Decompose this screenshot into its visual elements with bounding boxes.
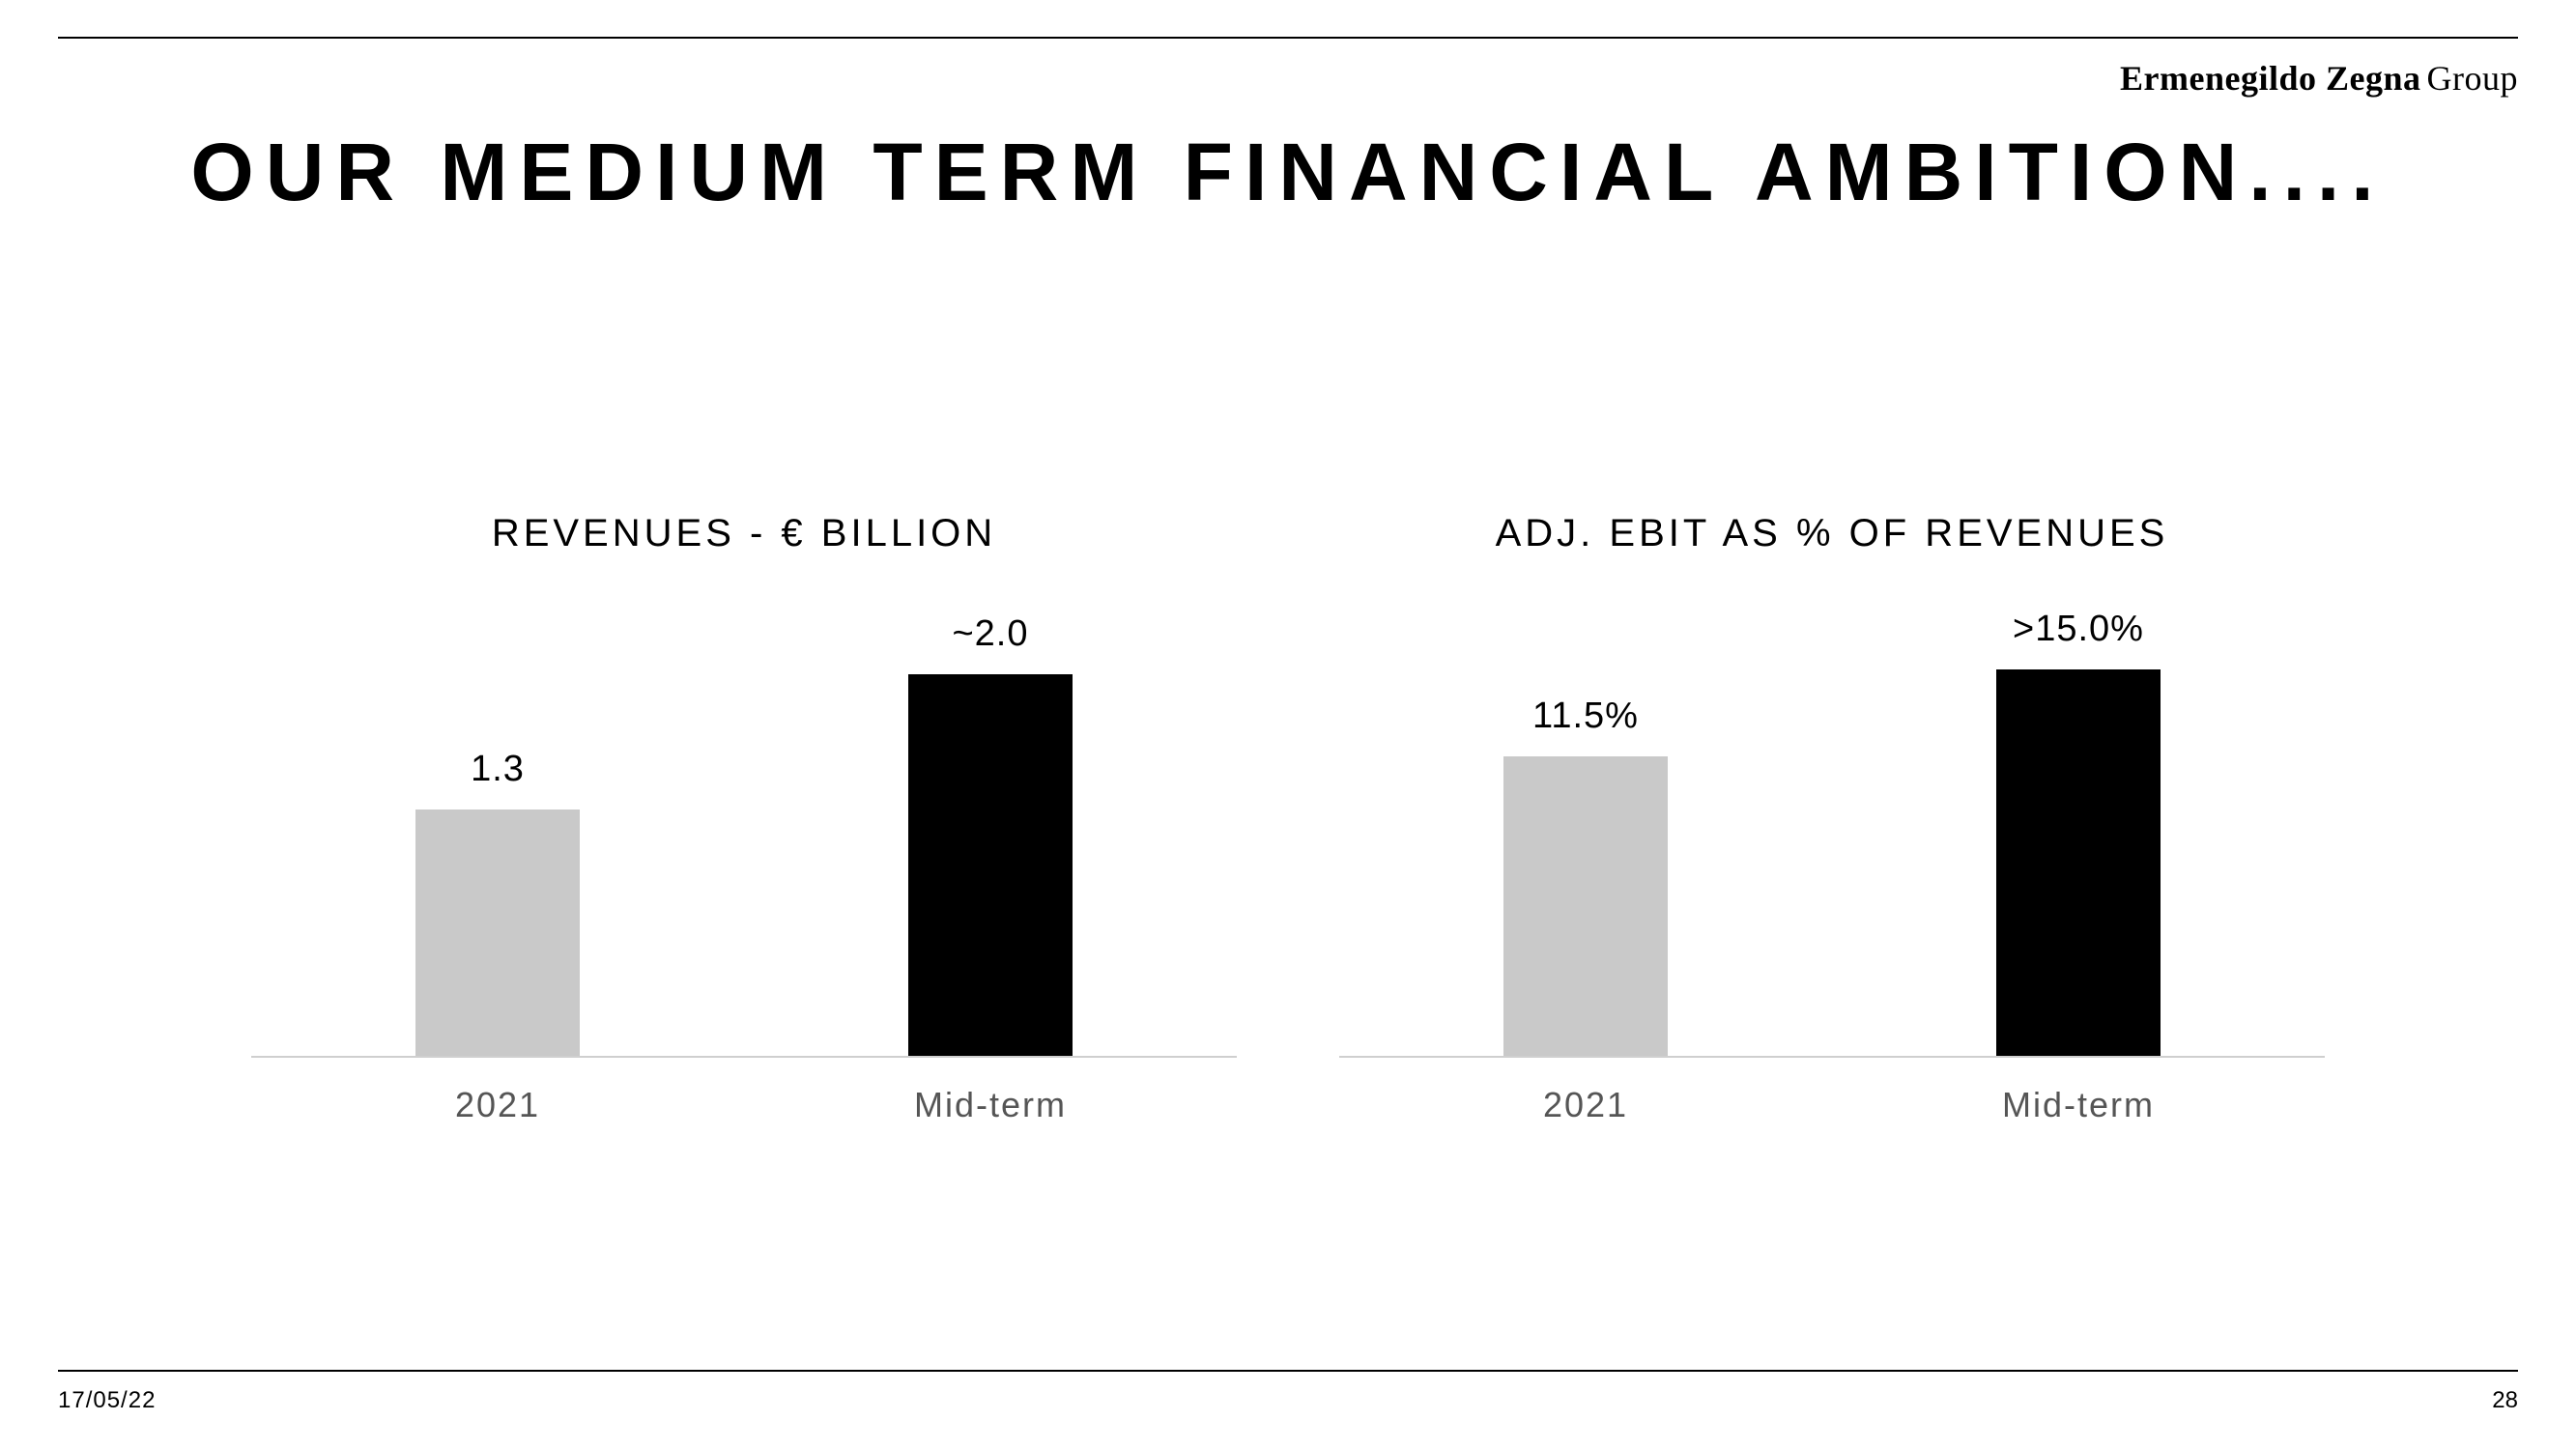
- footer-date: 17/05/22: [58, 1387, 156, 1414]
- brand-logo: Ermenegildo ZegnaGroup: [2120, 58, 2518, 99]
- bar-value-label: 11.5%: [1532, 696, 1639, 737]
- revenues-chart-title: REVENUES - € BILLION: [251, 512, 1237, 555]
- footer-page-number: 28: [2492, 1387, 2518, 1414]
- brand-bold: Ermenegildo Zegna: [2120, 59, 2421, 98]
- ebit-chart-title: ADJ. EBIT AS % OF REVENUES: [1339, 512, 2325, 555]
- axis-label: Mid-term: [908, 1085, 1073, 1125]
- bar-group: >15.0%: [1996, 609, 2161, 1056]
- bar-group: 11.5%: [1503, 696, 1668, 1056]
- bar-midterm: [908, 674, 1073, 1056]
- axis-label: 2021: [1503, 1085, 1668, 1125]
- charts-row: REVENUES - € BILLION 1.3 ~2.0 2021 Mid-t…: [251, 512, 2325, 1125]
- bar-group: ~2.0: [908, 613, 1073, 1056]
- ebit-chart: ADJ. EBIT AS % OF REVENUES 11.5% >15.0% …: [1339, 512, 2325, 1125]
- axis-label: 2021: [415, 1085, 580, 1125]
- ebit-plot: 11.5% >15.0%: [1339, 671, 2325, 1058]
- bar-value-label: 1.3: [471, 749, 525, 790]
- bottom-rule: [58, 1370, 2518, 1372]
- revenues-chart: REVENUES - € BILLION 1.3 ~2.0 2021 Mid-t…: [251, 512, 1237, 1125]
- revenues-axis: 2021 Mid-term: [251, 1085, 1237, 1125]
- slide: Ermenegildo ZegnaGroup OUR MEDIUM TERM F…: [0, 0, 2576, 1449]
- bar-2021: [415, 810, 580, 1056]
- brand-light: Group: [2427, 59, 2519, 98]
- ebit-axis: 2021 Mid-term: [1339, 1085, 2325, 1125]
- bar-group: 1.3: [415, 749, 580, 1056]
- top-rule: [58, 37, 2518, 39]
- bar-value-label: >15.0%: [2013, 609, 2144, 650]
- axis-label: Mid-term: [1996, 1085, 2161, 1125]
- page-title: OUR MEDIUM TERM FINANCIAL AMBITION....: [0, 126, 2576, 219]
- bar-midterm: [1996, 669, 2161, 1056]
- bar-value-label: ~2.0: [952, 613, 1028, 655]
- bar-2021: [1503, 756, 1668, 1056]
- revenues-plot: 1.3 ~2.0: [251, 671, 1237, 1058]
